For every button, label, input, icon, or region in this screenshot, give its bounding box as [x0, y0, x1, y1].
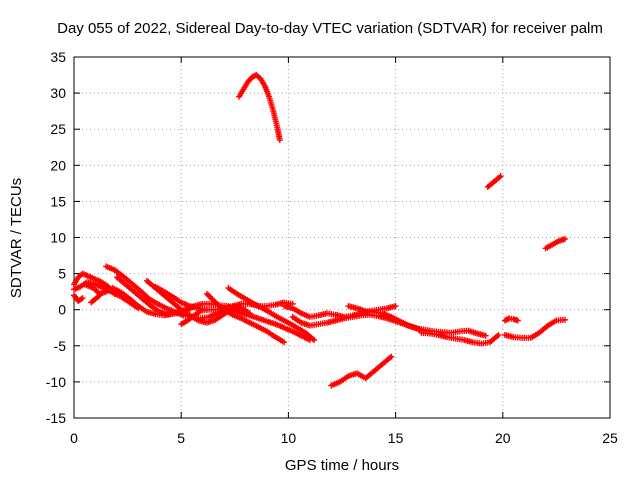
y-tick-label: 15 — [50, 193, 66, 209]
data-series — [71, 72, 568, 389]
series-arc-3 — [71, 292, 86, 305]
x-tick-label: 0 — [70, 430, 78, 446]
series-arc-22 — [501, 316, 568, 341]
x-tick-label: 20 — [495, 430, 511, 446]
data-point — [96, 292, 103, 299]
x-axis-label: GPS time / hours — [285, 457, 399, 474]
y-tick-label: 35 — [50, 49, 66, 65]
chart-title: Day 055 of 2022, Sidereal Day-to-day VTE… — [57, 20, 603, 37]
x-tick-label: 5 — [177, 430, 185, 446]
data-point — [561, 235, 568, 242]
series-arc-10 — [178, 306, 210, 328]
data-point — [388, 353, 395, 360]
y-tick-label: 0 — [58, 302, 66, 318]
y-tick-label: 10 — [50, 230, 66, 246]
y-tick-label: -10 — [46, 374, 66, 390]
series-arc-12 — [221, 306, 313, 344]
series-arc-23 — [542, 235, 568, 252]
series-arc-14 — [236, 72, 283, 144]
x-tick-label: 25 — [602, 430, 618, 446]
series-arc-21 — [501, 315, 521, 324]
data-point — [281, 339, 288, 346]
y-axis-label: SDTVAR / TECUs — [8, 178, 25, 298]
x-tick-label: 15 — [388, 430, 404, 446]
data-point — [497, 173, 504, 180]
data-point — [203, 306, 210, 313]
data-point — [276, 137, 283, 144]
series-arc-17 — [328, 353, 395, 389]
data-point — [514, 317, 521, 324]
series-arc-5 — [88, 292, 103, 306]
y-tick-label: -5 — [54, 338, 67, 354]
series-arc-13 — [225, 285, 318, 344]
series-arc-19 — [418, 329, 502, 347]
y-tick-label: 5 — [58, 266, 66, 282]
data-point — [392, 303, 399, 310]
data-point — [482, 332, 489, 339]
series-arc-18 — [345, 303, 489, 339]
data-point — [561, 316, 568, 323]
y-tick-label: 25 — [50, 121, 66, 137]
y-tick-label: 20 — [50, 157, 66, 173]
axis-ticks: 0 5 10 15 20 25 -15 -10 -5 0 5 10 15 20 25 30 35 — [46, 49, 618, 446]
y-tick-label: 30 — [50, 85, 66, 101]
series-arc-20 — [484, 173, 504, 190]
series-arc-6 — [103, 263, 230, 322]
data-point — [79, 295, 86, 302]
series-arc-16 — [289, 311, 433, 335]
grid-lines — [74, 57, 610, 418]
data-point — [311, 337, 318, 344]
x-tick-label: 10 — [281, 430, 297, 446]
y-tick-label: -15 — [46, 410, 66, 426]
data-point — [495, 331, 502, 338]
